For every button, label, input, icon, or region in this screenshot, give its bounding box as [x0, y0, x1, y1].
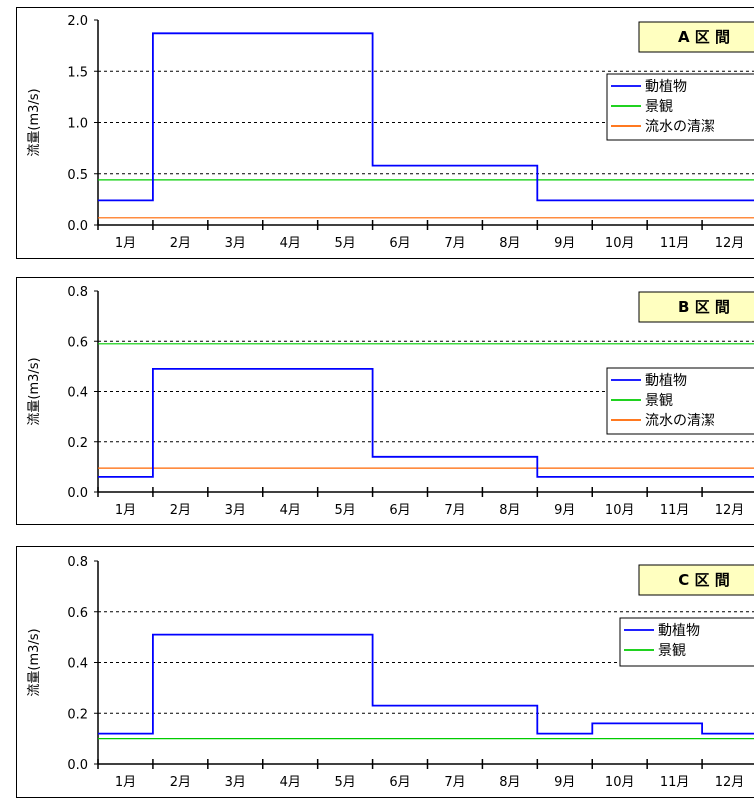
y-tick-label-c-1: 0.2 [67, 707, 88, 722]
x-tick-label-c-11: 12月 [715, 775, 745, 790]
chart-title-a: A 区 間 [678, 28, 730, 46]
chart-title-box-b [638, 291, 754, 323]
y-tick-label-b-1: 0.2 [67, 436, 88, 451]
legend-label-b-1: 景観 [645, 392, 673, 409]
x-tick-label-c-0: 1月 [115, 775, 136, 790]
x-tick-label-b-0: 1月 [115, 503, 136, 518]
legend-label-a-2: 流水の清潔 [645, 119, 715, 135]
y-tick-label-b-2: 0.4 [67, 386, 88, 401]
x-tick-label-b-4: 5月 [334, 503, 355, 518]
x-tick-label-b-7: 8月 [499, 503, 520, 518]
x-tick-label-a-1: 2月 [170, 236, 191, 251]
x-tick-label-c-6: 7月 [444, 775, 465, 790]
y-tick-label-b-0: 0.0 [67, 486, 88, 501]
x-tick-label-c-9: 10月 [605, 775, 635, 790]
x-tick-label-b-11: 12月 [715, 503, 745, 518]
chart-panel-b: 0.0 0.2 0.4 0.6 0.8 1月 2月 3月 4月 5月 6月 7月 8月 9月 10月 11月 1… [16, 277, 754, 525]
legend-label-c-1: 景観 [658, 642, 686, 659]
y-axis-label-a: 流量(m3/s) [27, 88, 42, 156]
legend-label-a-1: 景観 [645, 98, 673, 115]
y-tick-label-c-0: 0.0 [67, 758, 88, 773]
chart-panel-a: 0.0 0.5 1.0 1.5 2.0 1月 2月 3月 4月 5月 6月 7月 8月 9月 10月 11月 1… [16, 7, 754, 259]
series-line-c-0 [98, 633, 754, 735]
y-tick-label-a-2: 1.0 [67, 117, 88, 132]
x-tick-label-c-5: 6月 [389, 775, 410, 790]
x-tick-label-c-10: 11月 [660, 775, 690, 790]
legend-box-b [606, 367, 754, 435]
chart-panel-c: 0.0 0.2 0.4 0.6 0.8 1月 2月 3月 4月 5月 6月 7月 8月 9月 10月 11月 1… [16, 546, 754, 798]
x-tick-label-c-7: 8月 [499, 775, 520, 790]
legend-box-c [619, 617, 754, 667]
x-tick-label-b-8: 9月 [554, 503, 575, 518]
y-axis-label-b: 流量(m3/s) [27, 357, 42, 425]
chart-title-box-c [638, 564, 754, 596]
series-line-b-0 [98, 368, 754, 478]
legend-label-b-2: 流水の清潔 [645, 413, 715, 429]
x-tick-label-b-9: 10月 [605, 503, 635, 518]
y-tick-label-c-2: 0.4 [67, 657, 88, 672]
x-tick-label-a-4: 5月 [334, 236, 355, 251]
x-tick-label-a-10: 11月 [660, 236, 690, 251]
x-tick-label-b-6: 7月 [444, 503, 465, 518]
chart-title-c: C 区 間 [678, 571, 729, 589]
y-tick-label-b-3: 0.6 [67, 335, 88, 350]
x-tick-label-b-3: 4月 [280, 503, 301, 518]
y-tick-label-a-1: 0.5 [67, 168, 88, 183]
series-line-a-0 [98, 32, 754, 202]
x-tick-label-a-0: 1月 [115, 236, 136, 251]
legend-label-b-0: 動植物 [645, 373, 687, 389]
y-tick-label-b-4: 0.8 [67, 285, 88, 300]
x-tick-label-b-5: 6月 [389, 503, 410, 518]
chart-svg-c: 0.0 0.2 0.4 0.6 0.8 1月 2月 3月 4月 5月 6月 7月 8月 9月 10月 11月 1… [27, 555, 754, 790]
x-tick-label-c-3: 4月 [280, 775, 301, 790]
x-tick-label-c-8: 9月 [554, 775, 575, 790]
y-tick-label-c-4: 0.8 [67, 555, 88, 570]
legend-box-a [606, 73, 754, 141]
y-tick-label-a-0: 0.0 [67, 219, 88, 234]
chart-svg-a: 0.0 0.5 1.0 1.5 2.0 1月 2月 3月 4月 5月 6月 7月 8月 9月 10月 11月 1… [27, 14, 754, 251]
x-tick-label-b-10: 11月 [660, 503, 690, 518]
x-tick-label-a-9: 10月 [605, 236, 635, 251]
x-tick-label-a-2: 3月 [225, 236, 246, 251]
x-tick-label-c-4: 5月 [334, 775, 355, 790]
y-axis-label-c: 流量(m3/s) [27, 628, 42, 696]
x-tick-label-a-5: 6月 [389, 236, 410, 251]
chart-svg-b: 0.0 0.2 0.4 0.6 0.8 1月 2月 3月 4月 5月 6月 7月 8月 9月 10月 11月 1… [27, 285, 754, 518]
chart-title-box-a [638, 21, 754, 53]
legend-label-a-0: 動植物 [645, 79, 687, 95]
chart-title-b: B 区 間 [678, 298, 730, 316]
x-tick-label-a-11: 12月 [715, 236, 745, 251]
y-tick-label-a-3: 1.5 [67, 65, 88, 80]
x-tick-label-c-1: 2月 [170, 775, 191, 790]
legend-label-c-0: 動植物 [658, 623, 700, 639]
x-tick-label-a-8: 9月 [554, 236, 575, 251]
x-tick-label-b-1: 2月 [170, 503, 191, 518]
x-tick-label-a-6: 7月 [444, 236, 465, 251]
x-tick-label-a-7: 8月 [499, 236, 520, 251]
x-tick-label-c-2: 3月 [225, 775, 246, 790]
x-tick-label-b-2: 3月 [225, 503, 246, 518]
y-tick-label-a-4: 2.0 [67, 14, 88, 29]
x-tick-label-a-3: 4月 [280, 236, 301, 251]
y-tick-label-c-3: 0.6 [67, 606, 88, 621]
